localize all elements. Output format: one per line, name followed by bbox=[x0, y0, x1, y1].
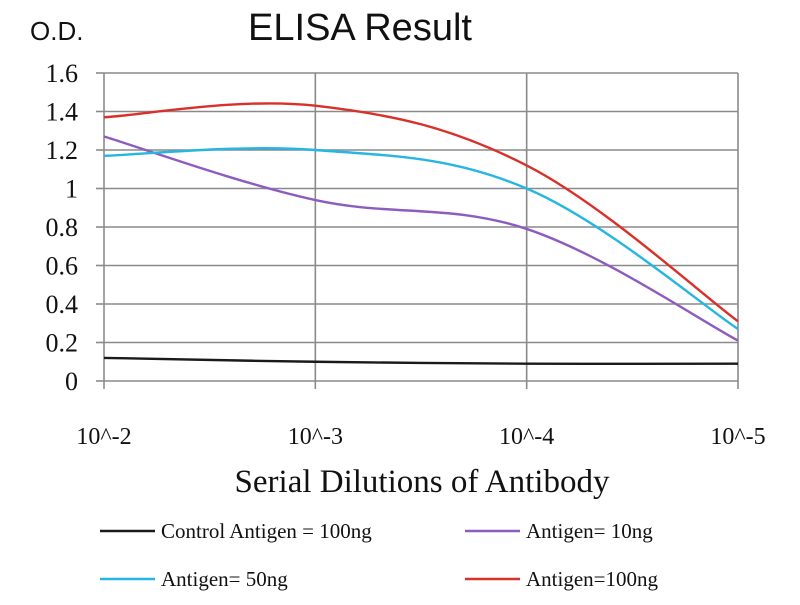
x-tick-label: 10^-5 bbox=[710, 424, 765, 450]
x-tick-label: 10^-2 bbox=[76, 424, 131, 450]
legend-label-1: Antigen= 10ng bbox=[526, 519, 653, 543]
y-tick-label: 0.6 bbox=[46, 252, 79, 281]
x-tick-label: 10^-4 bbox=[499, 424, 554, 450]
chart-title: ELISA Result bbox=[248, 7, 472, 49]
y-tick-labels: 0 0.2 0.4 0.6 0.8 1 1.2 1.4 1.6 bbox=[46, 59, 79, 396]
series-line-2 bbox=[103, 147, 739, 331]
y-tick-label: 0.2 bbox=[46, 329, 79, 358]
series-lines bbox=[103, 102, 739, 366]
grid-lines bbox=[103, 72, 739, 389]
y-tick-label: 0.8 bbox=[46, 213, 79, 242]
y-tick-label: 1.2 bbox=[46, 136, 79, 165]
x-axis-label: Serial Dilutions of Antibody bbox=[235, 464, 610, 500]
axis-ticks bbox=[96, 72, 104, 382]
x-tick-labels: 10^-2 10^-3 10^-4 10^-5 bbox=[76, 424, 765, 450]
y-tick-label: 1.6 bbox=[46, 59, 79, 88]
series-line-0 bbox=[103, 356, 739, 366]
legend: Control Antigen = 100ng Antigen= 10ng Anti… bbox=[100, 519, 658, 591]
y-tick-label: 0 bbox=[65, 367, 78, 396]
y-tick-label: 0.4 bbox=[46, 290, 79, 319]
legend-label-2: Antigen= 50ng bbox=[161, 567, 288, 591]
y-tick-label: 1.4 bbox=[46, 98, 79, 127]
y-tick-label: 1 bbox=[65, 175, 78, 204]
series-line-1 bbox=[103, 135, 739, 342]
series-line-3 bbox=[103, 102, 739, 323]
legend-label-3: Antigen=100ng bbox=[526, 567, 658, 591]
legend-label-0: Control Antigen = 100ng bbox=[161, 519, 372, 543]
y-axis-label: O.D. bbox=[30, 16, 83, 46]
x-tick-label: 10^-3 bbox=[288, 424, 343, 450]
